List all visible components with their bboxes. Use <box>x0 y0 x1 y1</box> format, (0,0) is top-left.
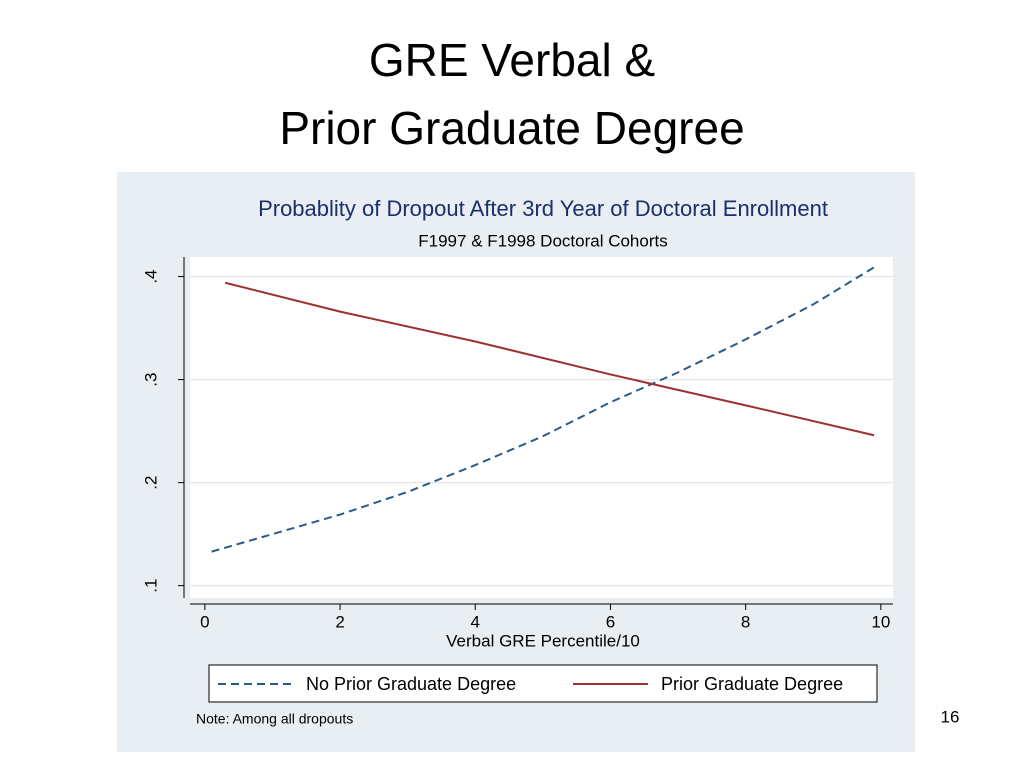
slide-title: GRE Verbal & <box>369 34 655 86</box>
line-series <box>211 266 875 553</box>
y-tick-label: .3 <box>141 373 160 387</box>
x-tick-label: 6 <box>606 612 615 631</box>
y-tick-label: .2 <box>141 476 160 490</box>
chart-title: Probablity of Dropout After 3rd Year of … <box>258 196 828 221</box>
legend-label: No Prior Graduate Degree <box>306 674 516 694</box>
x-tick-label: 10 <box>871 612 890 631</box>
y-tick-label: .1 <box>141 579 160 593</box>
plot-area <box>190 257 893 598</box>
legend-label: Prior Graduate Degree <box>661 674 843 694</box>
legend <box>208 664 878 703</box>
slide-title: Prior Graduate Degree <box>279 102 744 154</box>
x-tick-label: 4 <box>471 612 480 631</box>
line-series <box>224 281 875 437</box>
page-number: 16 <box>941 707 960 726</box>
x-tick-label: 2 <box>335 612 344 631</box>
x-tick-label: 0 <box>200 612 209 631</box>
x-tick-label: 8 <box>741 612 750 631</box>
y-tick-label: .4 <box>141 269 160 283</box>
note: Note: Among all dropouts <box>196 711 353 727</box>
x-axis-label: Verbal GRE Percentile/10 <box>446 631 640 650</box>
chart-subtitle: F1997 & F1998 Doctoral Cohorts <box>418 231 667 250</box>
